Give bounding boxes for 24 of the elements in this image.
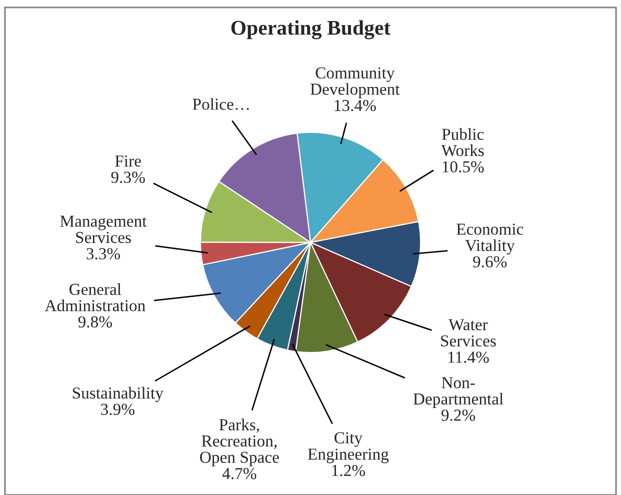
data-label: 13.4% xyxy=(334,100,376,112)
slice-label: Management Services xyxy=(60,216,147,244)
slice-label: Sustainability xyxy=(72,386,164,402)
slice-label: Economic Vitality xyxy=(456,224,524,255)
chart-title: Operating Budget xyxy=(231,20,391,40)
data-label: 3.3% xyxy=(86,248,120,260)
data-label: 11.4% xyxy=(448,352,489,363)
data-label: 1.2% xyxy=(332,464,365,476)
slice-label: Parks, Recreation, Open Space xyxy=(200,418,279,466)
data-label: 9.3% xyxy=(111,172,145,183)
slice-label: Water Services xyxy=(441,319,496,347)
data-label: 9.8% xyxy=(78,316,112,328)
slice-label: Non- Departmental xyxy=(413,377,504,408)
slice-label: Public Works xyxy=(441,128,484,156)
data-label: 9.2% xyxy=(441,410,476,421)
data-label: 10.5% xyxy=(442,161,484,173)
slice-label: Fire xyxy=(115,155,141,167)
slice-label: Community Development xyxy=(310,67,400,98)
slice-label: General Administration xyxy=(44,283,146,312)
data-label: 3.9% xyxy=(101,404,134,416)
slice-label: City Engineering xyxy=(308,432,389,464)
slice-label: Police… xyxy=(192,98,249,110)
data-label: 4.7% xyxy=(222,468,256,480)
data-label: 9.6% xyxy=(473,256,507,268)
